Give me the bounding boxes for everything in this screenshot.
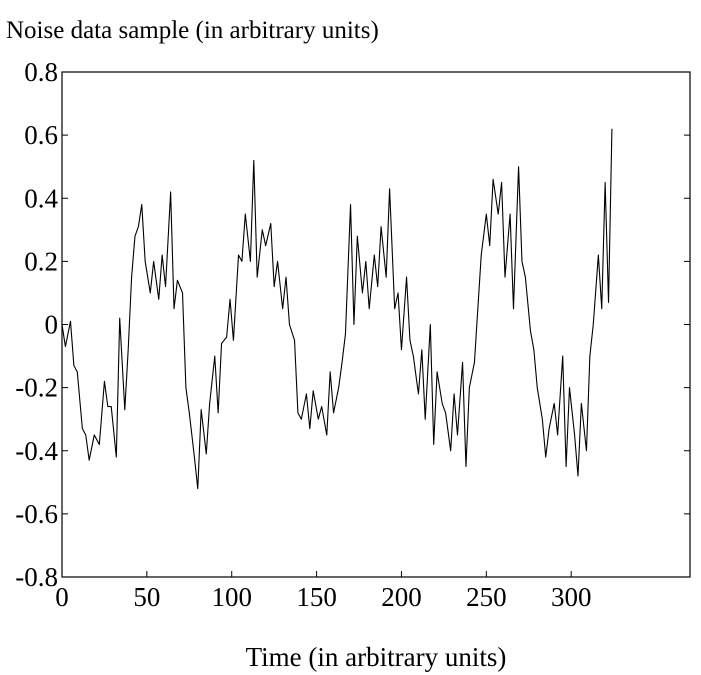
y-tick-label: 0.6 xyxy=(24,120,58,150)
x-tick-label: 150 xyxy=(296,582,337,612)
y-tick-label: -0.4 xyxy=(15,436,58,466)
y-tick-label: 0.8 xyxy=(24,57,58,87)
x-tick-label: 250 xyxy=(466,582,507,612)
y-tick-label: 0 xyxy=(45,310,59,340)
x-tick-label: 0 xyxy=(55,582,69,612)
chart-title: Noise data sample (in arbitrary units) xyxy=(6,17,379,44)
y-tick-label: -0.2 xyxy=(15,373,58,403)
data-line xyxy=(61,128,613,490)
y-tick-label: -0.6 xyxy=(15,499,58,529)
x-tick-label: 300 xyxy=(551,582,592,612)
x-tick-label: 100 xyxy=(211,582,252,612)
x-tick-label: 200 xyxy=(381,582,422,612)
x-tick-label: 50 xyxy=(133,582,160,612)
y-tick-label: 0.4 xyxy=(24,183,58,213)
plot-frame xyxy=(61,71,691,578)
y-tick-label: 0.2 xyxy=(24,246,58,276)
x-axis-label: Time (in arbitrary units) xyxy=(246,642,507,672)
y-tick-label: -0.8 xyxy=(15,562,58,592)
